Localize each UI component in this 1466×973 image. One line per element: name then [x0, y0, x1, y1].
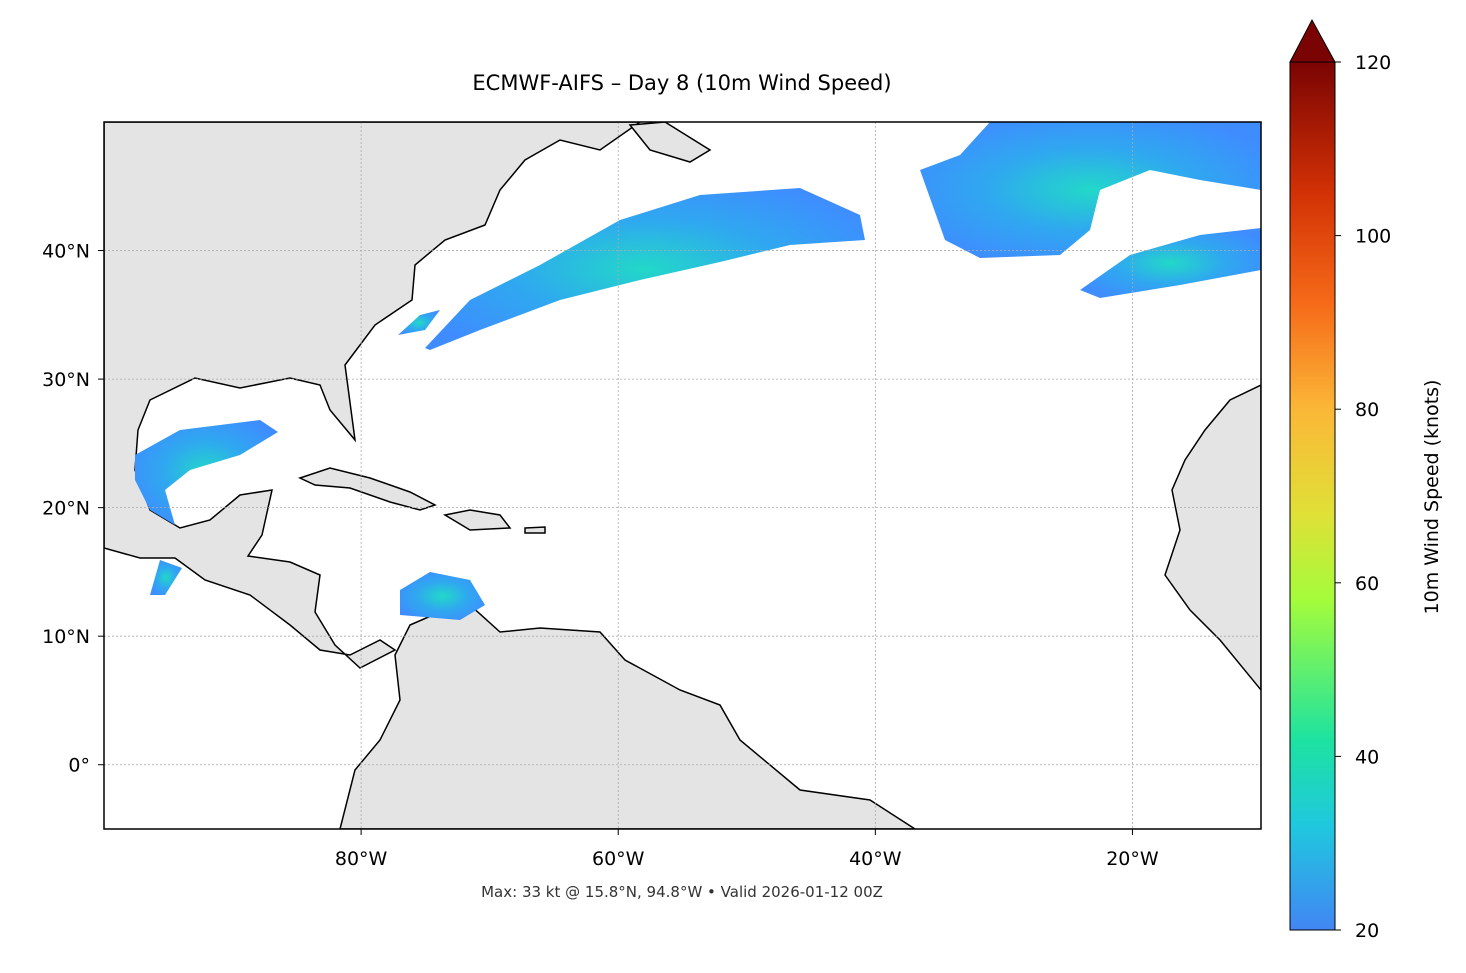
- chart-title: ECMWF-AIFS – Day 8 (10m Wind Speed): [472, 71, 891, 95]
- hispaniola: [442, 509, 512, 531]
- colorbar-tick-label: 80: [1355, 399, 1379, 421]
- colorbar: [1289, 61, 1336, 931]
- colorbar-tick-label: 60: [1355, 573, 1379, 595]
- colorbar-tick-label: 40: [1355, 746, 1379, 768]
- x-tick-label: 60°W: [592, 848, 645, 870]
- x-tick-label: 20°W: [1106, 848, 1159, 870]
- map-frame: [103, 121, 1262, 830]
- colorbar-tick-label: 120: [1355, 52, 1391, 74]
- wind-area: [425, 188, 865, 350]
- x-tick-label: 80°W: [335, 848, 388, 870]
- wind-area: [150, 560, 182, 595]
- wind-area: [920, 122, 1261, 258]
- wind-area: [400, 572, 485, 620]
- wind-area: [398, 310, 440, 335]
- map: [104, 122, 1261, 829]
- y-tick-label: 10°N: [42, 626, 90, 648]
- footer: Max: 33 kt @ 15.8°N, 94.8°W • Valid 2026…: [481, 883, 883, 901]
- colorbar-label: 10m Wind Speed (knots): [1421, 380, 1443, 615]
- y-tick-label: 30°N: [42, 369, 90, 391]
- y-tick-label: 20°N: [42, 498, 90, 520]
- wind-area: [1080, 228, 1261, 298]
- y-tick-label: 40°N: [42, 241, 90, 263]
- x-tick-label: 40°W: [849, 848, 902, 870]
- grid: [104, 122, 1261, 829]
- colorbar-tick-label: 20: [1355, 920, 1379, 942]
- colorbar-tick-label: 100: [1355, 226, 1391, 248]
- colorbar-extend: [1289, 18, 1336, 63]
- africa: [1164, 384, 1261, 692]
- y-tick-label: 0°: [68, 755, 90, 777]
- puerto-rico: [524, 526, 546, 534]
- cuba: [297, 467, 437, 511]
- wind-area: [135, 420, 278, 525]
